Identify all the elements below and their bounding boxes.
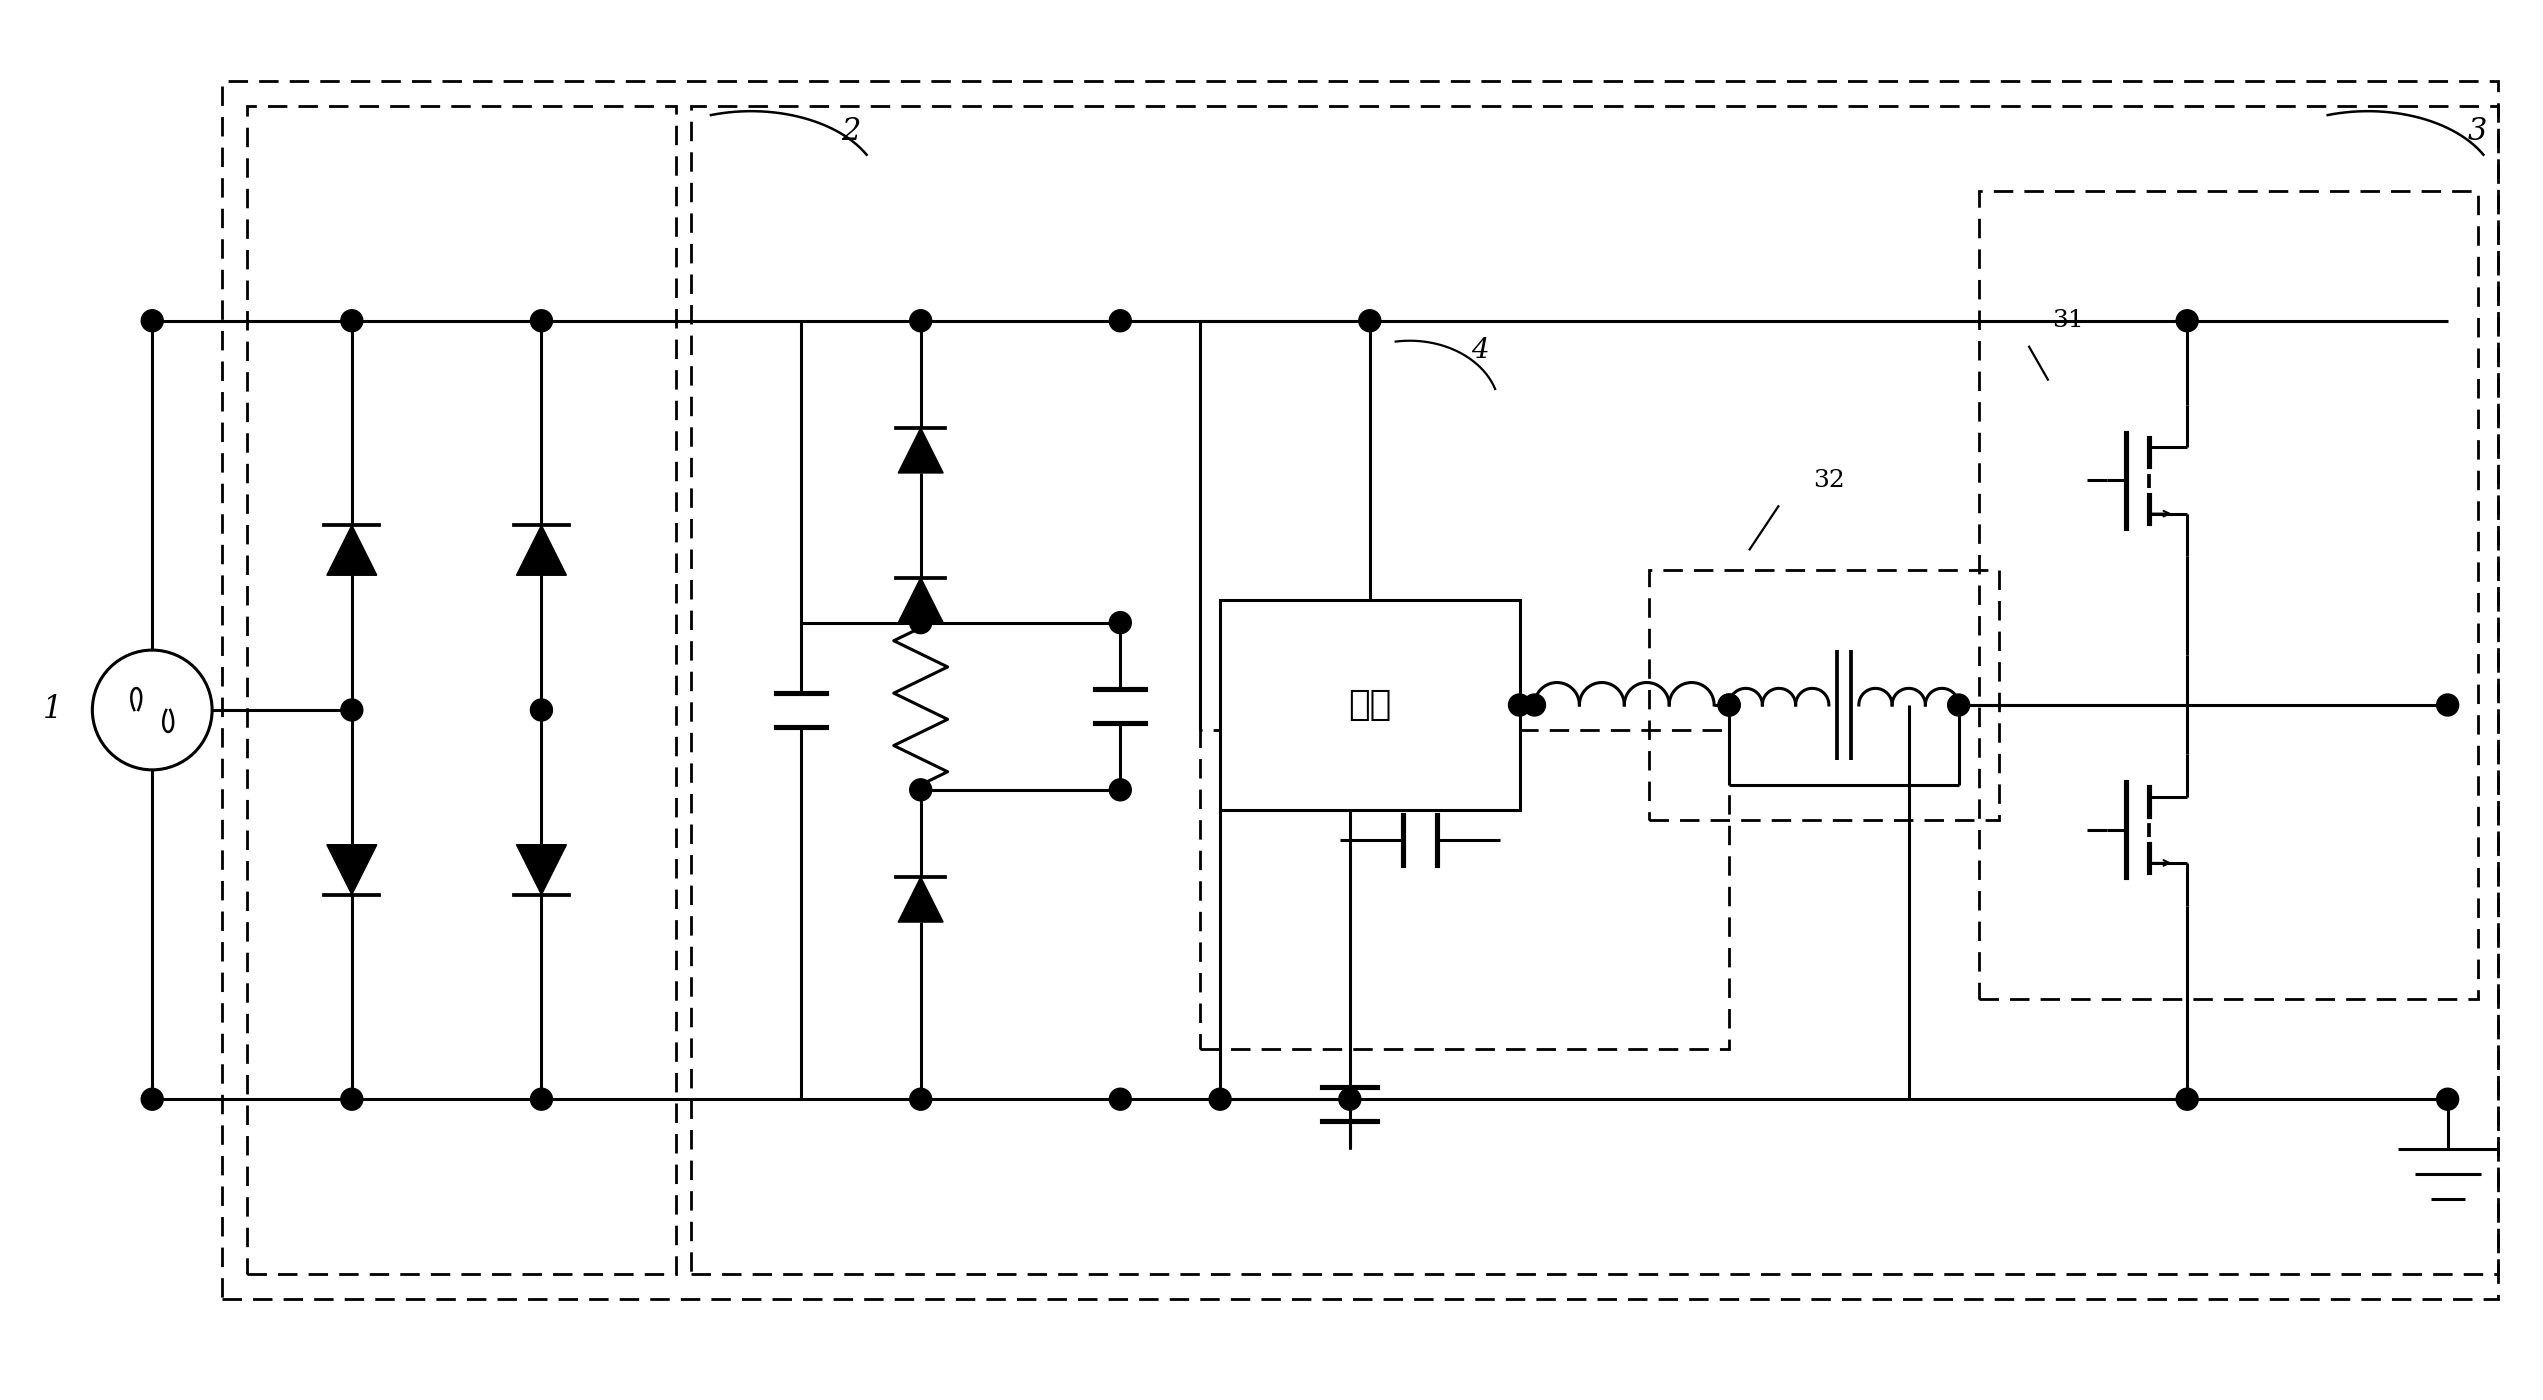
Circle shape xyxy=(1358,309,1381,332)
Circle shape xyxy=(341,1088,364,1110)
Circle shape xyxy=(1338,1088,1361,1110)
Circle shape xyxy=(1719,694,1739,715)
Circle shape xyxy=(1109,778,1132,801)
Circle shape xyxy=(910,612,931,634)
Polygon shape xyxy=(328,525,376,575)
Text: 32: 32 xyxy=(1813,469,1844,491)
Circle shape xyxy=(1948,694,1971,715)
Bar xyxy=(1221,601,1521,809)
Circle shape xyxy=(142,1088,163,1110)
Circle shape xyxy=(341,699,364,721)
Circle shape xyxy=(2436,1088,2459,1110)
Circle shape xyxy=(341,309,364,332)
Circle shape xyxy=(2177,309,2197,332)
Circle shape xyxy=(1109,612,1132,634)
Circle shape xyxy=(1208,1088,1231,1110)
Circle shape xyxy=(2436,694,2459,715)
Text: 2: 2 xyxy=(842,116,860,147)
Circle shape xyxy=(1719,694,1739,715)
Polygon shape xyxy=(898,578,943,623)
Text: 1: 1 xyxy=(43,694,61,725)
Circle shape xyxy=(910,309,931,332)
Circle shape xyxy=(142,309,163,332)
Polygon shape xyxy=(898,878,943,923)
Circle shape xyxy=(1523,694,1546,715)
Polygon shape xyxy=(898,428,943,473)
Text: 负载: 负载 xyxy=(1348,687,1391,722)
Circle shape xyxy=(1109,1088,1132,1110)
Circle shape xyxy=(531,309,552,332)
Circle shape xyxy=(531,1088,552,1110)
Polygon shape xyxy=(328,844,376,895)
Polygon shape xyxy=(516,844,567,895)
Text: 31: 31 xyxy=(2052,309,2085,332)
Text: 4: 4 xyxy=(1470,337,1488,364)
Polygon shape xyxy=(516,525,567,575)
Circle shape xyxy=(910,778,931,801)
Circle shape xyxy=(2177,1088,2197,1110)
Circle shape xyxy=(531,699,552,721)
Circle shape xyxy=(1508,694,1531,715)
Circle shape xyxy=(910,1088,931,1110)
Text: 3: 3 xyxy=(2467,116,2487,147)
Circle shape xyxy=(1109,309,1132,332)
